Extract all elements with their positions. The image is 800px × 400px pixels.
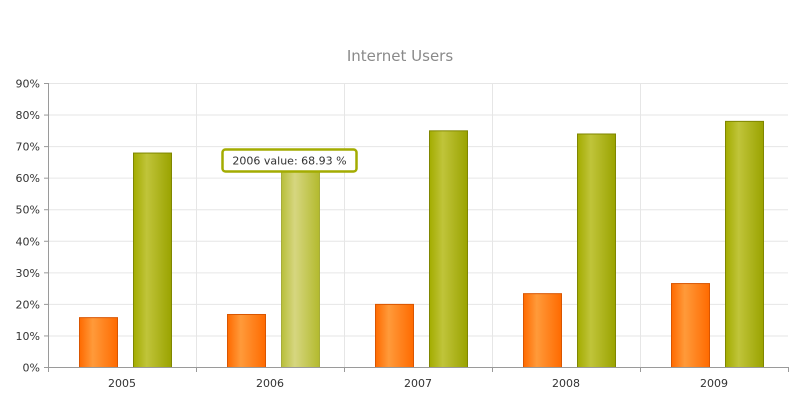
y-tick-label: 10% [16,330,40,343]
bar-2006-series-2[interactable] [281,149,320,368]
y-tick-label: 80% [16,109,40,122]
y-tick-label: 0% [23,362,40,375]
bar-2006-series-1[interactable] [227,313,266,368]
x-tick-label: 2007 [404,377,432,390]
bar-2009-series-2[interactable] [725,120,764,368]
chart-title: Internet Users [347,47,454,65]
bar-2009-series-1[interactable] [671,283,710,368]
tooltip-box [221,148,358,173]
y-tick-label: 60% [16,172,40,185]
y-tick-label: 40% [16,235,40,248]
bar-2005-series-1[interactable] [79,317,118,368]
bar-2008-series-2[interactable] [577,133,616,368]
x-tick-label: 2006 [256,377,284,390]
x-tick-label: 2008 [552,377,580,390]
bar-2007-series-1[interactable] [375,303,414,368]
y-tick-label: 20% [16,298,40,311]
bar-2007-series-2[interactable] [429,130,468,368]
y-tick-label: 50% [16,204,40,217]
bar-2008-series-1[interactable] [523,293,562,368]
tooltip-text: 2006 value: 68.93 % [232,155,346,168]
y-tick-label: 90% [16,78,40,91]
x-tick-label: 2009 [700,377,728,390]
x-tick-label: 2005 [108,377,136,390]
tooltip: 2006 value: 68.93 % [221,148,358,173]
y-tick-label: 30% [16,267,40,280]
y-tick-label: 70% [16,141,40,154]
bar-2005-series-2[interactable] [133,152,172,368]
